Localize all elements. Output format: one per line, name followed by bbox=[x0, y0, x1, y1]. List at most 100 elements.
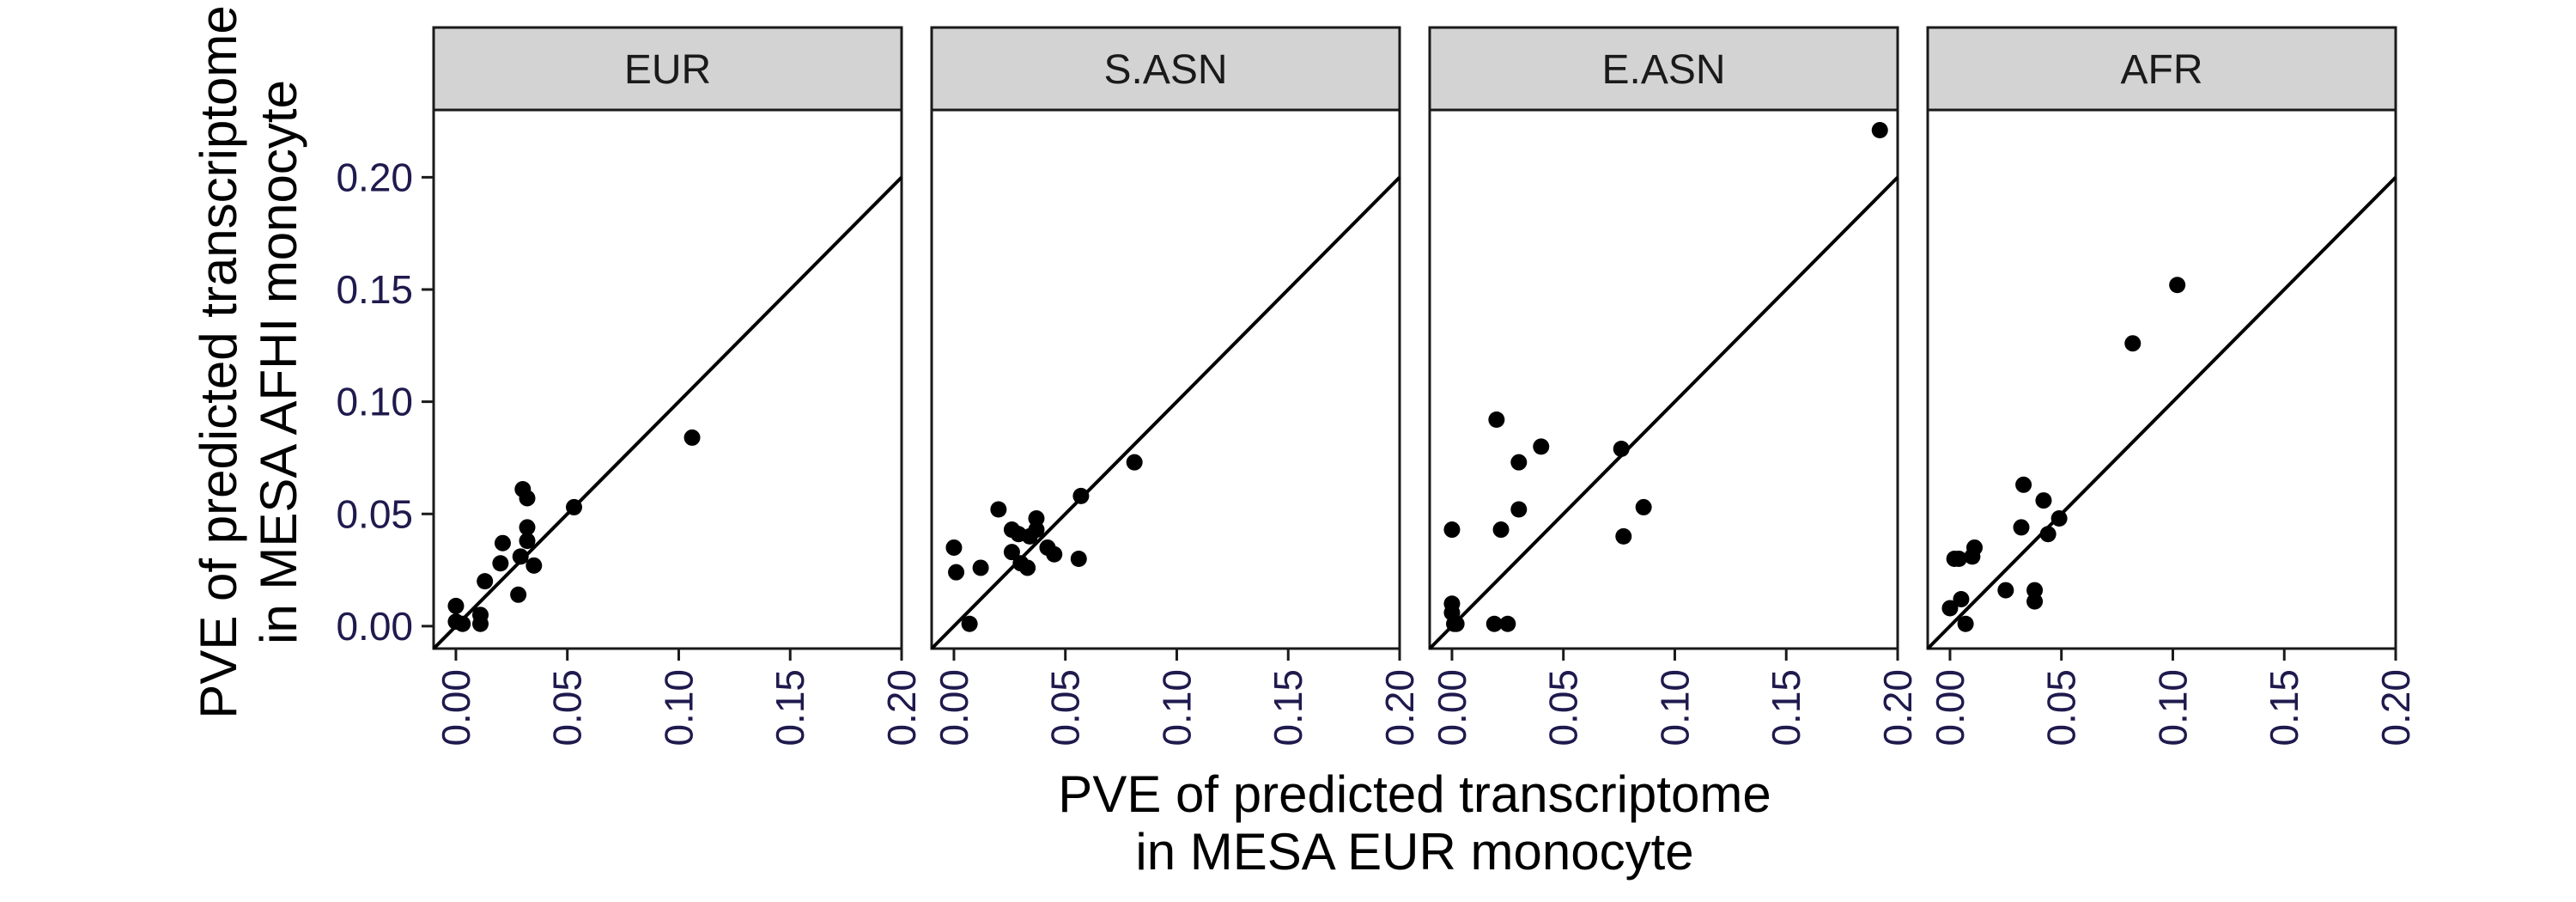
data-point bbox=[1046, 545, 1063, 563]
data-point bbox=[961, 615, 978, 632]
identity-line bbox=[1926, 175, 2397, 650]
x-tick-label: 0.00 bbox=[1928, 669, 1972, 747]
data-point bbox=[2035, 492, 2052, 509]
x-tick-label: 0.00 bbox=[1430, 669, 1474, 747]
x-tick-label: 0.05 bbox=[545, 669, 590, 747]
data-point bbox=[526, 557, 543, 574]
data-point bbox=[454, 615, 471, 632]
data-point bbox=[1615, 527, 1632, 545]
y-axis-title-line-2: in MESA AFHI monocyte bbox=[250, 80, 307, 644]
plot-area bbox=[1926, 108, 2397, 650]
data-point bbox=[1499, 615, 1516, 632]
x-tick-label: 0.10 bbox=[1154, 669, 1199, 747]
facet-strip bbox=[1926, 26, 2397, 112]
data-point bbox=[2015, 476, 2032, 493]
data-point bbox=[472, 606, 489, 624]
data-point bbox=[447, 597, 465, 614]
facet-strip-label: AFR bbox=[2121, 47, 2203, 93]
x-tick-label: 0.10 bbox=[1652, 669, 1697, 747]
data-point bbox=[2050, 509, 2068, 527]
x-tick-label: 0.15 bbox=[2262, 669, 2306, 747]
data-point bbox=[972, 559, 989, 576]
x-tick-label: 0.20 bbox=[879, 669, 924, 747]
facet-strip-label: EUR bbox=[624, 47, 711, 93]
y-axis-title: PVE of predicted transcriptome in MESA A… bbox=[190, 5, 307, 718]
y-tick-label: 0.00 bbox=[336, 604, 413, 649]
data-point bbox=[990, 501, 1007, 518]
data-point bbox=[2124, 335, 2142, 352]
data-point bbox=[945, 539, 963, 556]
data-point bbox=[2039, 526, 2057, 543]
data-point bbox=[1072, 487, 1090, 504]
x-tick-label: 0.00 bbox=[434, 669, 478, 747]
data-point bbox=[1019, 559, 1036, 576]
data-point bbox=[1635, 498, 1652, 515]
x-tick-label: 0.05 bbox=[2039, 669, 2084, 747]
x-axis-title-line-1: PVE of predicted transcriptome bbox=[1058, 765, 1771, 823]
facet-strip-label: S.ASN bbox=[1103, 47, 1227, 93]
data-point bbox=[1953, 591, 1970, 608]
x-tick-label: 0.10 bbox=[2150, 669, 2195, 747]
data-point bbox=[1941, 600, 1959, 617]
x-tick-label: 0.05 bbox=[1043, 669, 1088, 747]
data-point bbox=[510, 586, 527, 603]
x-tick-label: 0.20 bbox=[1377, 669, 1422, 747]
data-point bbox=[1950, 551, 1967, 567]
data-point bbox=[1126, 454, 1143, 471]
x-tick-label: 0.00 bbox=[932, 669, 976, 747]
data-point bbox=[1488, 411, 1505, 429]
data-point bbox=[1003, 544, 1020, 561]
data-point bbox=[1533, 438, 1550, 455]
data-point bbox=[512, 548, 529, 565]
data-point bbox=[494, 534, 511, 552]
data-point bbox=[2169, 277, 2186, 294]
x-tick-label: 0.15 bbox=[768, 669, 812, 747]
facet-panel-s-asn: S.ASN 0.00 0.05 0.10 0.15 0.20 bbox=[930, 26, 1422, 747]
x-tick-label: 0.05 bbox=[1541, 669, 1586, 747]
data-point bbox=[477, 573, 494, 590]
data-point bbox=[1028, 521, 1045, 539]
data-point bbox=[2026, 582, 2044, 599]
y-tick-label: 0.15 bbox=[336, 267, 413, 312]
data-point bbox=[519, 519, 536, 536]
data-point bbox=[1957, 615, 1974, 632]
facet-strip bbox=[1428, 26, 1899, 112]
data-point bbox=[683, 429, 701, 446]
y-tick-label: 0.10 bbox=[336, 380, 413, 424]
data-point bbox=[1485, 615, 1503, 632]
data-point bbox=[1492, 521, 1510, 539]
facet-panels: EUR 0.00 0.05 0.10 0.15 0.20 S.ASN 0.00 0.05 0.10… bbox=[432, 26, 2418, 747]
identity-line bbox=[930, 175, 1401, 650]
data-point bbox=[492, 555, 509, 572]
data-point bbox=[519, 490, 536, 507]
data-point bbox=[2026, 593, 2044, 610]
data-point bbox=[1510, 501, 1528, 518]
x-tick-label: 0.15 bbox=[1764, 669, 1808, 747]
data-point bbox=[1966, 539, 1983, 556]
facet-panel-afr: AFR 0.00 0.05 0.10 0.15 0.20 bbox=[1926, 26, 2418, 747]
identity-line bbox=[432, 175, 903, 650]
data-point bbox=[1510, 454, 1528, 471]
x-tick-label: 0.10 bbox=[656, 669, 701, 747]
x-tick-label: 0.20 bbox=[1875, 669, 1920, 747]
identity-line bbox=[1428, 175, 1899, 650]
data-point bbox=[948, 564, 965, 581]
y-tick-label: 0.05 bbox=[336, 491, 413, 536]
facet-panel-eur: EUR 0.00 0.05 0.10 0.15 0.20 bbox=[432, 26, 924, 747]
plot-area bbox=[930, 108, 1401, 650]
data-point bbox=[1028, 509, 1045, 527]
data-point bbox=[1448, 615, 1465, 632]
x-axis-title-line-2: in MESA EUR monocyte bbox=[1135, 823, 1693, 881]
y-tick-label: 0.20 bbox=[336, 155, 413, 199]
data-point bbox=[566, 498, 582, 515]
data-point bbox=[1070, 551, 1087, 567]
facet-strip bbox=[432, 26, 903, 112]
y-axis: 0.00 0.05 0.10 0.15 0.20 bbox=[336, 155, 434, 649]
plot-area bbox=[432, 108, 903, 650]
y-axis-title-line-1: PVE of predicted transcriptome bbox=[190, 5, 247, 718]
x-tick-label: 0.15 bbox=[1266, 669, 1310, 747]
data-point bbox=[2013, 519, 2030, 536]
data-point bbox=[1613, 440, 1630, 457]
data-point bbox=[1443, 521, 1461, 539]
